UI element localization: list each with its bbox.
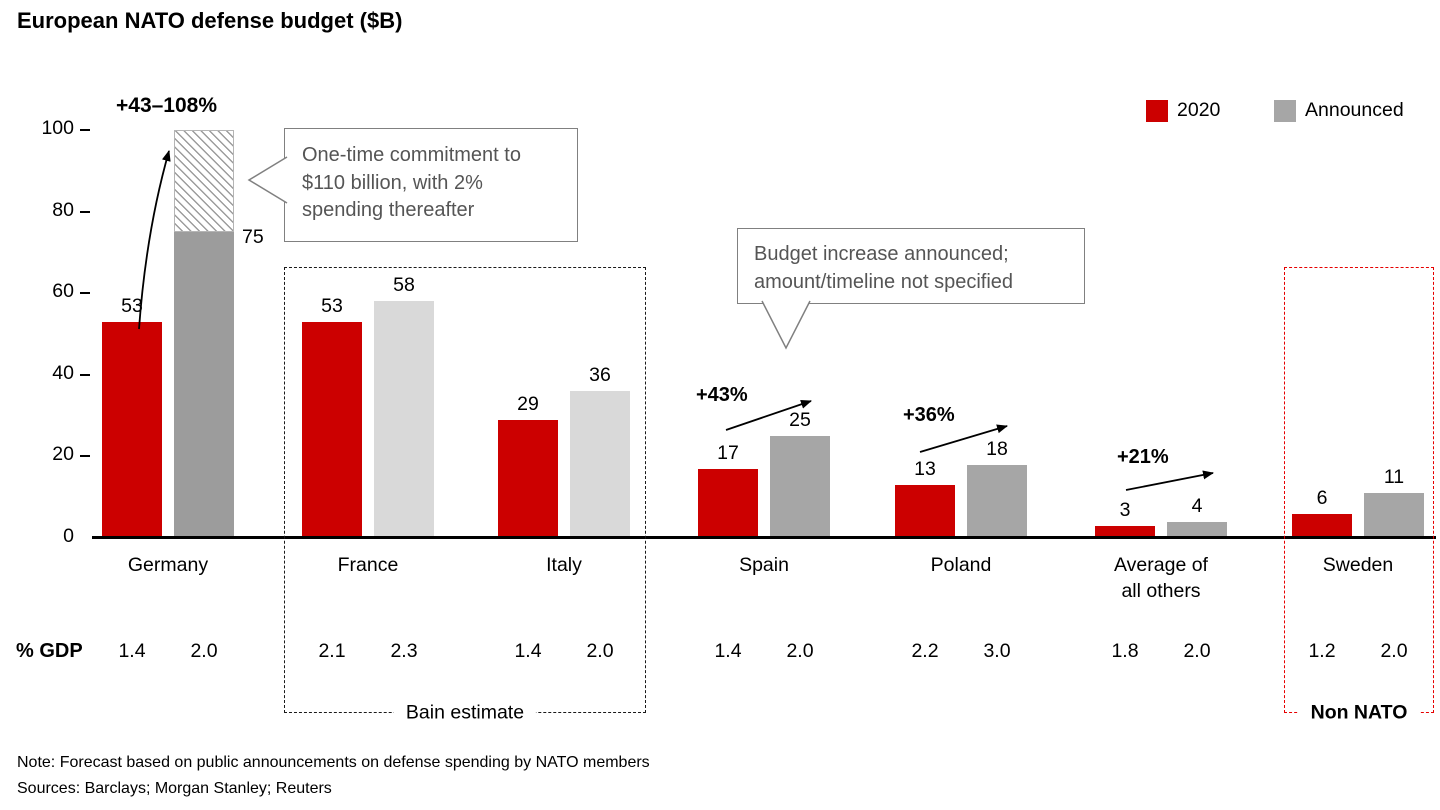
legend-swatch-2020 <box>1146 99 1168 122</box>
category-label-poland: Poland <box>930 554 992 576</box>
y-tick-mark <box>80 373 90 376</box>
category-label-france: France <box>337 554 399 576</box>
value-2020-sweden: 6 <box>1316 486 1328 509</box>
bar-announced-spain <box>770 436 830 538</box>
y-tick-label: 20 <box>52 443 74 466</box>
category-label-average-of-all-others: Average of all others <box>1114 554 1208 603</box>
sources-text: Sources: Barclays; Morgan Stanley; Reute… <box>17 780 332 797</box>
note-text: Note: Forecast based on public announcem… <box>17 754 650 771</box>
gdp-row-label: % GDP <box>16 640 83 662</box>
value-announced-sweden: 11 <box>1383 466 1405 489</box>
non-nato-label: Non NATO <box>1298 701 1420 725</box>
bar-announced-sweden <box>1364 493 1424 538</box>
bar-2020-spain <box>698 468 758 538</box>
legend-swatch-announced <box>1274 99 1296 122</box>
bar-2020-italy <box>498 419 558 538</box>
gdp-announced-france: 2.3 <box>390 640 418 662</box>
y-tick-mark <box>80 292 90 295</box>
gdp-2020-italy: 1.4 <box>514 640 542 662</box>
value-2020-poland: 13 <box>914 457 936 480</box>
value-announced-italy: 36 <box>589 364 611 387</box>
gdp-announced-germany: 2.0 <box>190 640 218 662</box>
bar-announced-france <box>374 301 434 538</box>
bain-estimate-box: Bain estimate <box>284 267 646 725</box>
callout-germany-commitment: One-time commitment to $110 billion, wit… <box>247 128 578 242</box>
legend-label-announced: Announced <box>1305 99 1404 121</box>
bar-announced-italy <box>570 391 630 538</box>
x-axis-line <box>92 536 1436 539</box>
callout-pointer-left <box>247 156 288 204</box>
value-announced-germany: 75 <box>242 226 264 248</box>
y-tick-label: 40 <box>52 361 74 384</box>
value-2020-spain: 17 <box>717 441 739 464</box>
gdp-2020-sweden: 1.2 <box>1308 640 1336 662</box>
value-2020-average-of-all-others: 3 <box>1119 498 1131 521</box>
legend-item-announced: Announced <box>1274 99 1404 122</box>
bain-estimate-label: Bain estimate <box>393 701 537 725</box>
value-announced-average-of-all-others: 4 <box>1191 494 1203 517</box>
growth-annotation-germany: +43–108% <box>116 94 218 117</box>
y-tick-mark <box>80 210 90 213</box>
category-label-germany: Germany <box>127 554 209 576</box>
gdp-2020-poland: 2.2 <box>911 640 939 662</box>
gdp-announced-italy: 2.0 <box>586 640 614 662</box>
bar-2020-poland <box>895 484 955 538</box>
gdp-announced-sweden: 2.0 <box>1380 640 1408 662</box>
bar-announced-average-of-all-others <box>1167 521 1227 538</box>
gdp-2020-average-of-all-others: 1.8 <box>1111 640 1139 662</box>
category-label-italy: Italy <box>546 554 582 576</box>
y-tick-label: 0 <box>63 525 74 547</box>
category-label-sweden: Sweden <box>1322 554 1394 576</box>
callout-budget-text: Budget increase announced; amount/timeli… <box>754 243 1014 293</box>
bar-2020-average-of-all-others <box>1095 525 1155 538</box>
gdp-announced-average-of-all-others: 2.0 <box>1183 640 1211 662</box>
callout-budget-increase: Budget increase announced; amount/timeli… <box>737 228 1085 350</box>
value-announced-poland: 18 <box>986 437 1008 460</box>
callout-pointer-down <box>761 300 811 350</box>
value-2020-france: 53 <box>321 294 343 317</box>
gdp-2020-germany: 1.4 <box>118 640 146 662</box>
gdp-2020-france: 2.1 <box>318 640 346 662</box>
bar-2020-germany <box>102 321 162 538</box>
y-tick-label: 100 <box>41 117 74 139</box>
gdp-2020-spain: 1.4 <box>714 640 742 662</box>
y-tick-mark <box>80 129 90 131</box>
callout-germany-text: One-time commitment to $110 billion, wit… <box>302 144 521 222</box>
y-tick-label: 60 <box>52 280 74 303</box>
growth-annotation-poland: +36% <box>903 404 955 426</box>
growth-annotation-average: +21% <box>1117 446 1169 468</box>
gdp-announced-spain: 2.0 <box>786 640 814 662</box>
announced-range-hatch-germany <box>174 130 234 232</box>
value-announced-spain: 25 <box>789 409 811 431</box>
y-tick-mark <box>80 455 90 458</box>
bar-announced-germany <box>174 232 234 538</box>
bar-announced-poland <box>967 464 1027 538</box>
value-2020-germany: 53 <box>121 294 143 317</box>
non-nato-box: Non NATO <box>1284 267 1434 725</box>
legend-item-2020: 2020 <box>1146 99 1220 122</box>
bar-2020-france <box>302 321 362 538</box>
y-tick-label: 80 <box>52 198 74 221</box>
chart-title: European NATO defense budget ($B) <box>17 8 403 33</box>
gdp-announced-poland: 3.0 <box>983 640 1011 662</box>
legend-label-2020: 2020 <box>1177 99 1221 121</box>
growth-arrow-average <box>1125 470 1214 491</box>
value-2020-italy: 29 <box>517 392 539 415</box>
bar-2020-sweden <box>1292 513 1352 538</box>
growth-annotation-spain: +43% <box>696 384 748 406</box>
category-label-spain: Spain <box>739 554 789 576</box>
value-announced-france: 58 <box>393 274 415 297</box>
